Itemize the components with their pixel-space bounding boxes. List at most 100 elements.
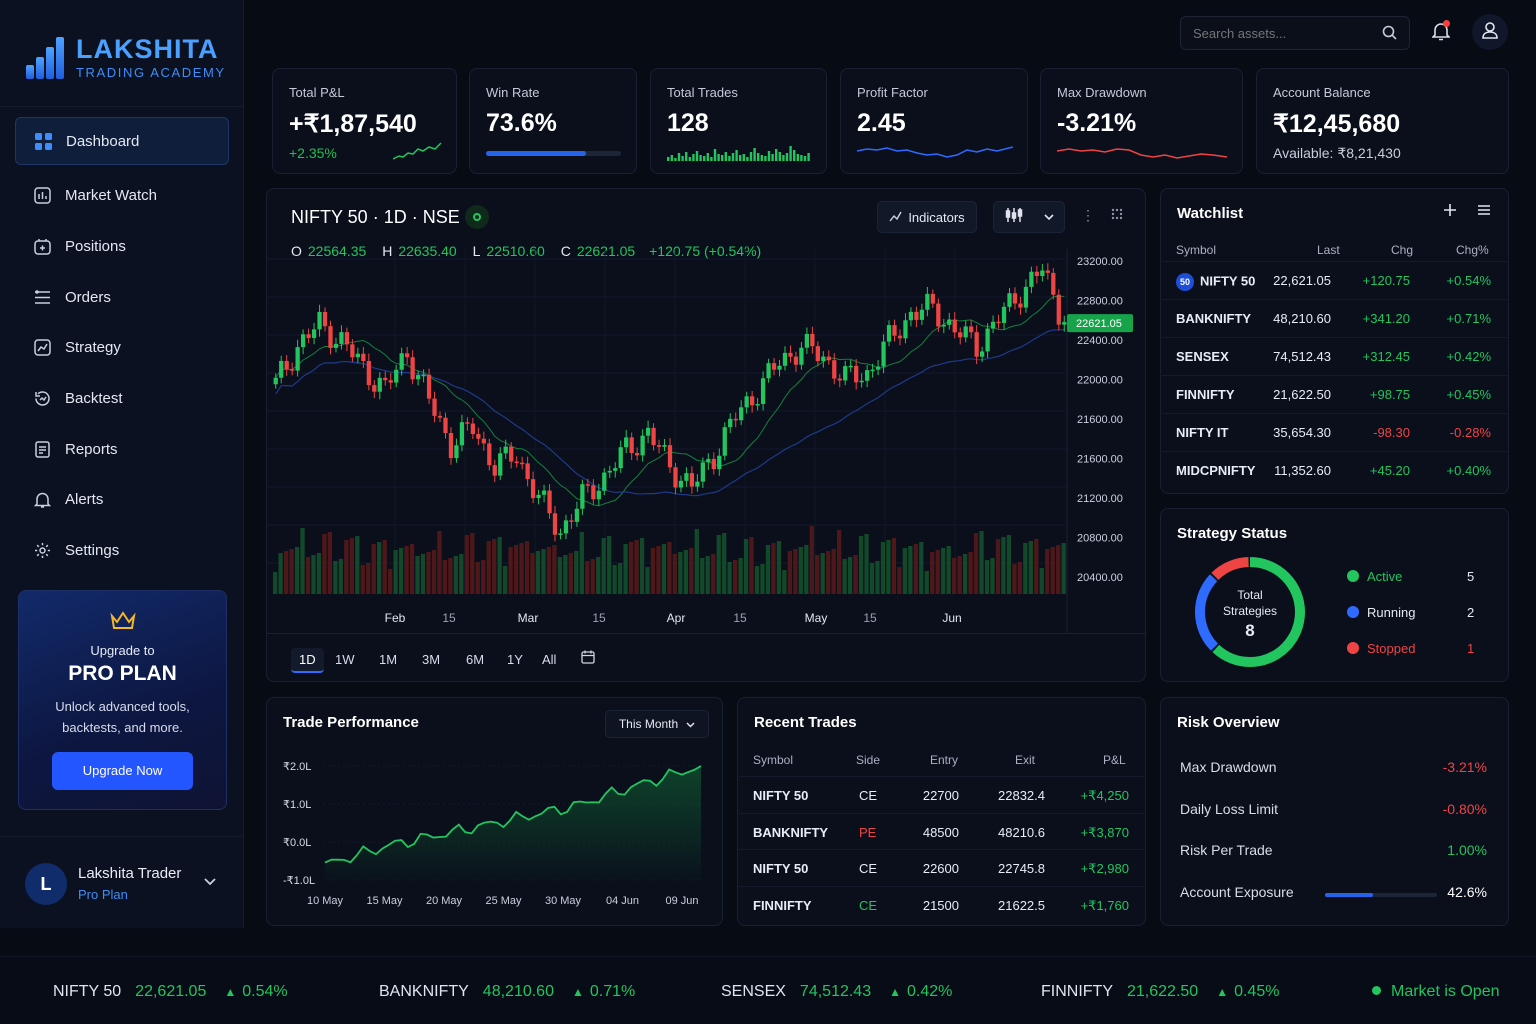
positions-icon <box>33 237 51 255</box>
sidebar-item-strategy[interactable]: Strategy <box>15 323 229 371</box>
strategy-status-panel: Strategy Status Total Strategies 8 Activ… <box>1160 508 1509 682</box>
candle <box>919 303 925 326</box>
watchlist-symbol: 50 NIFTY 50 <box>1176 273 1255 291</box>
volume-bar <box>820 553 825 594</box>
volume-bar <box>294 547 300 594</box>
perf-y-tick: ₹0.0L <box>283 837 311 849</box>
chart-type-dropdown[interactable] <box>993 201 1065 233</box>
strategy-title: Strategy Status <box>1177 525 1288 542</box>
x-axis-tick: 15 <box>863 611 877 625</box>
watchlist-chg: +98.75 <box>1369 387 1410 402</box>
volume-bar <box>355 536 360 594</box>
trade-bar <box>710 157 713 161</box>
candle <box>843 360 848 386</box>
chevron-down-icon[interactable] <box>204 875 216 889</box>
row-divider <box>739 885 1144 887</box>
profile-button[interactable] <box>1472 14 1508 50</box>
add-icon[interactable] <box>1443 203 1457 222</box>
brand-logo[interactable]: LAKSHITA TRADING ACADEMY <box>26 36 226 79</box>
volume-bar <box>481 560 486 594</box>
candle <box>930 289 935 308</box>
search-icon[interactable] <box>1382 25 1397 45</box>
ticker-item[interactable]: SENSEX 74,512.43 ▲ 0.42% <box>721 983 952 1001</box>
stat-total-trades[interactable]: Total Trades 128 <box>650 68 827 174</box>
ticker-item[interactable]: NIFTY 50 22,621.05 ▲ 0.54% <box>53 983 288 1001</box>
stat-max-drawdown[interactable]: Max Drawdown -3.21% <box>1040 68 1243 174</box>
stat-win-rate[interactable]: Win Rate 73.6% <box>469 68 637 174</box>
volume-bar <box>990 558 995 594</box>
range-3m[interactable]: 3M <box>422 652 441 667</box>
risk-label: Daily Loss Limit <box>1180 800 1279 817</box>
fullscreen-icon[interactable] <box>1111 207 1123 223</box>
volume-bar <box>793 549 798 594</box>
candle <box>706 453 711 470</box>
donut-label-2: Strategies <box>1222 604 1278 618</box>
trade-bar <box>728 156 731 161</box>
sidebar-item-positions[interactable]: Positions <box>15 222 229 270</box>
logo-bars-icon <box>26 36 66 79</box>
ticker-item[interactable]: FINNIFTY 21,622.50 ▲ 0.45% <box>1041 983 1279 1001</box>
sidebar-item-market-watch[interactable]: Market Watch <box>15 171 229 219</box>
perf-x-tick: 09 Jun <box>665 895 698 907</box>
low-label: L <box>472 243 481 259</box>
sidebar-item-settings[interactable]: Settings <box>15 526 229 574</box>
trade-bar <box>767 151 771 161</box>
candle <box>618 440 623 473</box>
candle <box>947 312 952 330</box>
range-1y[interactable]: 1Y <box>507 652 523 667</box>
y-axis-tick: 22400.00 <box>1077 335 1123 347</box>
upgrade-now-button[interactable]: Upgrade Now <box>52 752 193 790</box>
ticker-price: 48,210.60 <box>482 983 554 1000</box>
trade-bar <box>778 152 781 161</box>
watchlist-last: 22,621.05 <box>1273 273 1331 288</box>
risk-overview-panel: Risk Overview Max Drawdown -3.21% Daily Lo… <box>1160 697 1509 926</box>
sidebar-item-alerts[interactable]: Alerts <box>15 475 229 523</box>
stat-profit-factor[interactable]: Profit Factor 2.45 <box>840 68 1028 174</box>
candle <box>415 370 421 386</box>
range-1w[interactable]: 1W <box>335 652 355 667</box>
volume-bar <box>738 558 743 594</box>
sidebar-item-label: Market Watch <box>65 186 157 204</box>
candle <box>470 417 476 440</box>
sidebar-item-dashboard[interactable]: Dashboard <box>15 117 229 165</box>
search-box[interactable] <box>1180 16 1410 50</box>
trade-symbol: FINNIFTY <box>753 897 812 913</box>
period-dropdown[interactable]: This Month <box>605 710 709 738</box>
ticker-item[interactable]: BANKNIFTY 48,210.60 ▲ 0.71% <box>379 983 635 1001</box>
candle <box>799 342 804 370</box>
trade-side: PE <box>859 824 877 840</box>
menu-icon[interactable] <box>1477 203 1491 222</box>
indicators-button[interactable]: Indicators <box>877 201 977 233</box>
donut-label-1: Total <box>1237 588 1263 602</box>
candle <box>563 514 569 540</box>
notifications-button[interactable] <box>1424 16 1458 50</box>
sidebar-item-reports[interactable]: Reports <box>15 425 229 473</box>
volume-bar <box>470 533 475 594</box>
candlestick-chart[interactable]: 23200.00 22800.00 22400.00 22000.00 21600.00… <box>267 249 1145 633</box>
perf-x-tick: 04 Jun <box>606 895 639 907</box>
search-input[interactable] <box>1181 17 1361 49</box>
sidebar: LAKSHITA TRADING ACADEMY Dashboard Marke… <box>0 0 244 928</box>
range-1d[interactable]: 1D <box>291 648 324 673</box>
stat-account-balance[interactable]: Account Balance ₹12,45,680 Available: ₹8… <box>1256 68 1509 174</box>
calendar-icon[interactable] <box>581 650 595 667</box>
risk-title: Risk Overview <box>1177 714 1280 731</box>
volume-bar <box>1045 549 1050 594</box>
range-6m[interactable]: 6M <box>466 652 485 667</box>
user-profile[interactable]: L Lakshita Trader Pro Plan <box>0 836 243 928</box>
sidebar-item-backtest[interactable]: Backtest <box>15 374 229 422</box>
sidebar-item-orders[interactable]: Orders <box>15 273 229 321</box>
volume-bar <box>1039 568 1044 594</box>
x-axis-tick: Feb <box>385 611 406 625</box>
range-all[interactable]: All <box>542 652 557 667</box>
volume-bar <box>809 526 814 594</box>
candle <box>777 359 782 377</box>
more-vertical-icon[interactable]: ⋮ <box>1081 207 1095 223</box>
stat-total-pnl[interactable]: Total P&L +₹1,87,540 +2.35% <box>272 68 457 174</box>
volume-bar <box>273 572 278 594</box>
volume-bar <box>913 544 918 594</box>
volume-bar <box>311 555 316 594</box>
sidebar-item-label: Strategy <box>65 338 121 356</box>
watchlist-chg-pct: +0.40% <box>1446 463 1491 478</box>
range-1m[interactable]: 1M <box>379 652 398 667</box>
